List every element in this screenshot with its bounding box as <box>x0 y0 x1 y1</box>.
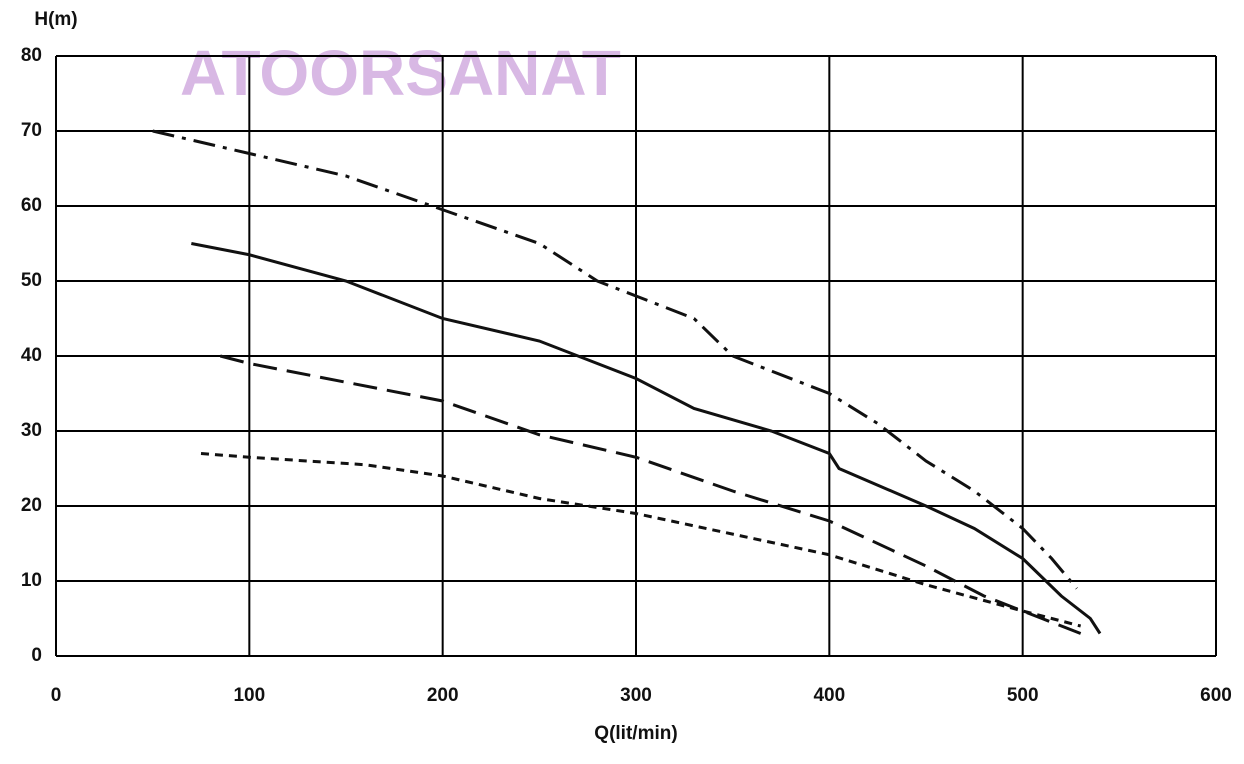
x-tick-label: 300 <box>620 685 652 706</box>
x-tick-label: 600 <box>1200 685 1232 706</box>
y-tick-label: 20 <box>21 495 42 516</box>
y-axis-label: H(m) <box>34 9 77 30</box>
curve <box>152 129 1078 590</box>
curve <box>191 242 1102 635</box>
y-tick-label: 70 <box>21 120 42 141</box>
x-axis-label: Q(lit/min) <box>594 723 677 744</box>
x-tick-label: 200 <box>427 685 459 706</box>
y-tick-label: 50 <box>21 270 42 291</box>
curve <box>219 354 1082 635</box>
y-tick-label: 10 <box>21 570 42 591</box>
x-tick-label: 400 <box>813 685 845 706</box>
y-tick-label: 80 <box>21 45 42 66</box>
curve <box>200 452 1082 628</box>
x-tick-label: 0 <box>51 685 62 706</box>
y-tick-label: 0 <box>31 645 42 666</box>
y-tick-label: 60 <box>21 195 42 216</box>
y-tick-label: 30 <box>21 420 42 441</box>
y-tick-label: 40 <box>21 345 42 366</box>
x-tick-label: 100 <box>233 685 265 706</box>
watermark: ATOORSANAT <box>180 37 621 109</box>
x-tick-label: 500 <box>1007 685 1039 706</box>
